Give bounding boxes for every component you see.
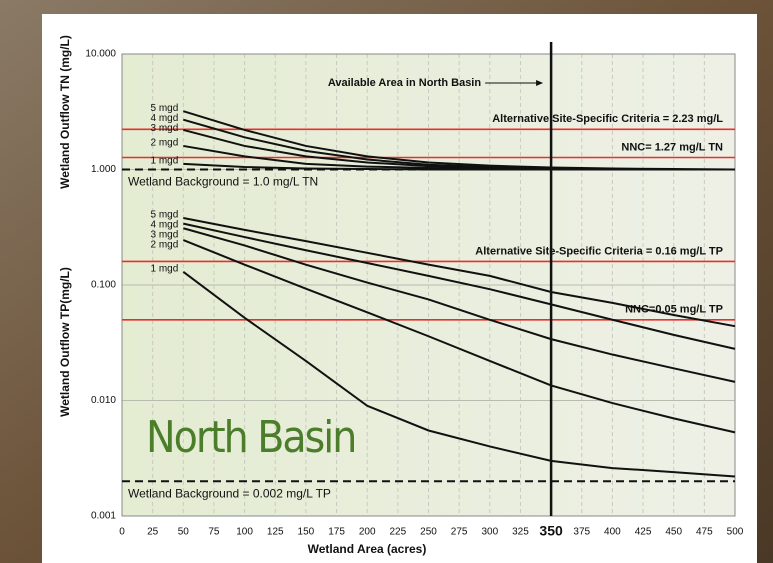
- series-label: 1 mgd: [151, 263, 179, 274]
- x-tick-label: 425: [635, 527, 652, 538]
- x-tick-label: 300: [481, 527, 498, 538]
- series-label: 3 mgd: [151, 123, 179, 134]
- reference-label: Alternative Site-Specific Criteria = 0.1…: [475, 245, 723, 257]
- series-label: 1 mgd: [151, 155, 179, 166]
- x-tick-label: 225: [390, 527, 407, 538]
- reference-label: Wetland Background = 1.0 mg/L TN: [128, 175, 318, 189]
- y-tick-label: 10.000: [85, 49, 116, 60]
- y-axis-title: Wetland Outflow TN (mg/L): [58, 35, 72, 189]
- x-tick-label: 500: [727, 527, 744, 538]
- x-tick-label: 200: [359, 527, 376, 538]
- y-tick-label: 0.001: [91, 511, 116, 522]
- x-tick-label: 475: [696, 527, 713, 538]
- x-tick-label: 25: [147, 527, 159, 538]
- reference-label: NNC=0.05 mg/L TP: [625, 304, 723, 316]
- x-tick-label: 275: [451, 527, 468, 538]
- reference-label: Wetland Background = 0.002 mg/L TP: [128, 486, 331, 500]
- series-label: 2 mgd: [151, 138, 179, 149]
- y-axis-title: Wetland Outflow TP(mg/L): [58, 267, 72, 417]
- x-tick-label: 375: [573, 527, 590, 538]
- y-tick-label: 0.010: [91, 395, 116, 406]
- x-tick-label: 400: [604, 527, 621, 538]
- x-tick-label: 50: [178, 527, 190, 538]
- series-label: 2 mgd: [151, 240, 179, 251]
- x-tick-label: 150: [298, 527, 315, 538]
- y-tick-label: 0.100: [91, 280, 116, 291]
- x-tick-label: 100: [236, 527, 253, 538]
- annotation: North Basin: [146, 412, 355, 463]
- x-tick-label: 450: [665, 527, 682, 538]
- x-tick-label: 325: [512, 527, 529, 538]
- reference-label: Alternative Site-Specific Criteria = 2.2…: [492, 113, 723, 125]
- reference-label: NNC= 1.27 mg/L TN: [621, 141, 723, 153]
- vline-label: Available Area in North Basin: [328, 77, 482, 89]
- chart: Wetland Area (acres) Wetland Outflow TN …: [0, 0, 773, 563]
- x-tick-label: 125: [267, 527, 284, 538]
- x-tick-label: 0: [119, 527, 125, 538]
- x-tick-label: 350: [539, 523, 563, 539]
- x-axis-title: Wetland Area (acres): [308, 542, 427, 556]
- x-tick-label: 250: [420, 527, 437, 538]
- y-tick-label: 1.000: [91, 164, 116, 175]
- x-tick-label: 175: [328, 527, 345, 538]
- x-tick-label: 75: [208, 527, 220, 538]
